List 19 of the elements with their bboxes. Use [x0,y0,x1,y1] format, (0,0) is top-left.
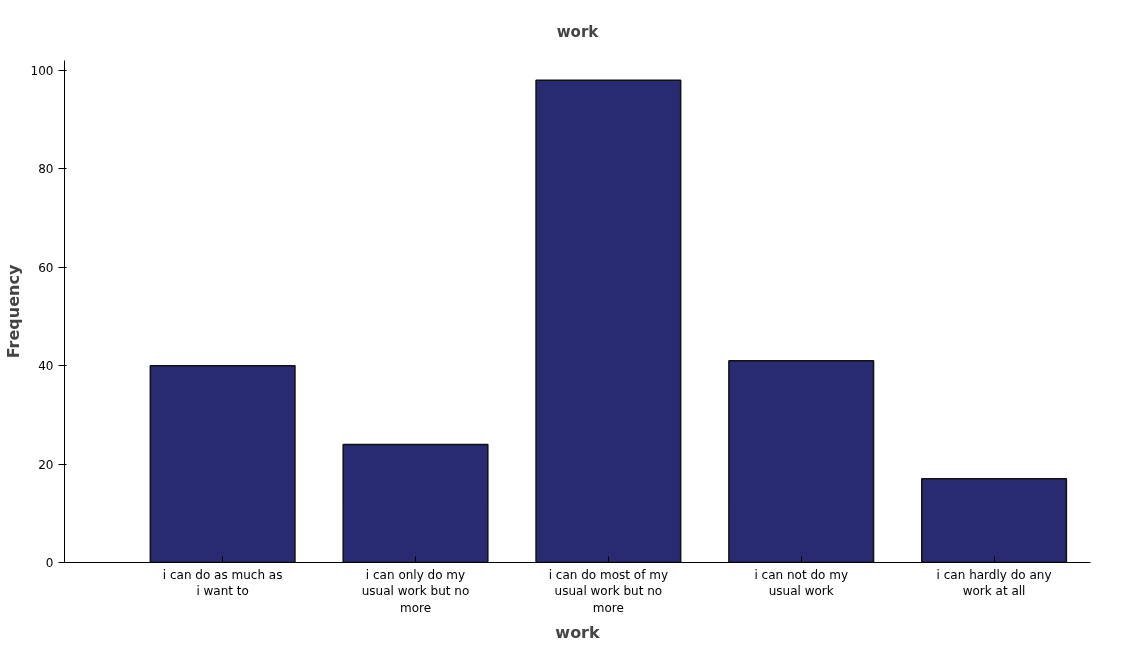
chart-title: work [556,22,600,41]
x-tick-label: i can not do my usual work [754,567,848,599]
y-axis-title: Frequency [3,264,23,359]
y-tick-label: 100 [30,63,54,78]
y-tick-label: 60 [38,260,54,275]
x-tick-label: i can only do my usual work but no more [361,567,470,616]
x-tick-label: i can do as much as i want to [162,567,283,599]
bar [535,79,682,563]
y-tick-label: 80 [38,162,54,177]
x-tick-label: i can do most of my usual work but no more [548,567,668,616]
bar [342,443,489,563]
y-tick-label: 0 [45,556,54,570]
bar [921,478,1068,563]
bar [149,364,296,563]
y-tick-label: 40 [38,359,54,374]
y-tick-label: 20 [38,457,54,472]
bar [728,359,875,563]
x-axis-title: work [555,623,601,643]
x-tick-label: i can hardly do any work at all [936,567,1052,599]
